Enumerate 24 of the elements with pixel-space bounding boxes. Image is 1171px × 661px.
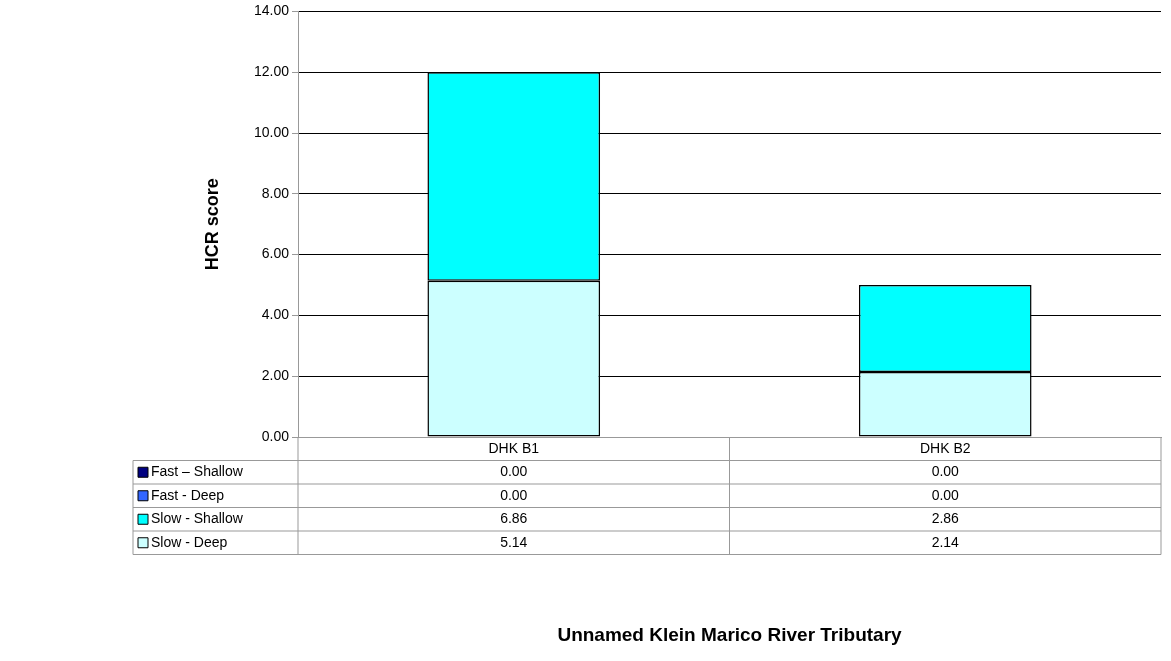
- y-tick-label: 6.00: [261, 245, 290, 262]
- y-tick-label: 12.00: [253, 63, 290, 80]
- y-tick-label: 10.00: [253, 123, 290, 140]
- y-tick-label: 4.00: [261, 306, 290, 323]
- y-tick-label: 14.00: [253, 2, 290, 19]
- legend-label: Fast - Deep: [151, 486, 225, 503]
- data-label: 2.86: [931, 510, 960, 527]
- x-tick-label: DHK B1: [488, 439, 540, 456]
- y-tick-label: 0.00: [261, 427, 290, 444]
- data-label: 0.00: [931, 486, 960, 503]
- data-label: 2.14: [931, 533, 960, 550]
- y-tick-label: 8.00: [261, 184, 290, 201]
- data-label: 5.14: [500, 533, 528, 550]
- data-label: 6.86: [500, 510, 528, 527]
- y-axis-title: HCR score: [201, 178, 222, 271]
- data-label: 0.00: [500, 486, 528, 503]
- data-label: 0.00: [500, 463, 528, 480]
- legend-label: Slow - Deep: [151, 533, 228, 550]
- text: Unnamed Klein Marico River Tributary: [557, 624, 903, 646]
- y-tick-label: 2.00: [261, 367, 290, 384]
- legend-label: Slow - Shallow: [151, 510, 244, 527]
- data-label: 0.00: [931, 463, 960, 480]
- x-tick-label: DHK B2: [919, 439, 971, 456]
- legend-label: Fast – Shallow: [151, 463, 244, 480]
